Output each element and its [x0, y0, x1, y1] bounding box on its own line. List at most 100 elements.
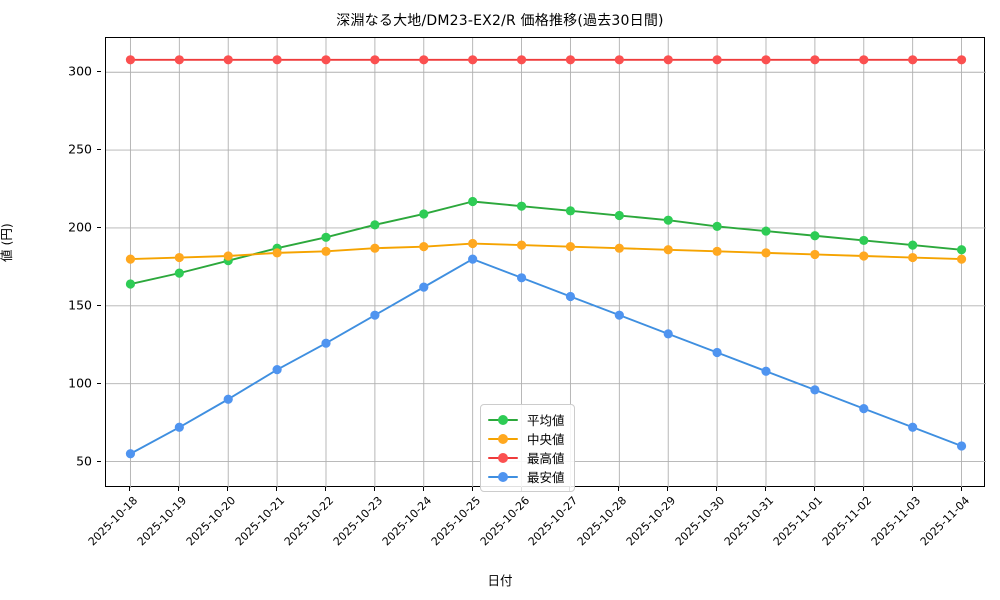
x-tick-mark: [862, 487, 864, 491]
data-point: [565, 206, 576, 216]
x-tick-mark: [960, 487, 962, 491]
legend-label: 最高値: [527, 451, 565, 466]
data-point: [810, 231, 820, 241]
data-point: [565, 55, 576, 65]
data-point: [468, 196, 478, 207]
legend-swatch-icon: [488, 414, 518, 426]
legend-swatch-icon: [488, 433, 518, 445]
series-4: [125, 254, 967, 459]
y-tick-mark: [97, 382, 101, 384]
legend-label: 最安値: [527, 470, 565, 485]
data-point: [125, 279, 136, 289]
x-tick-mark: [716, 487, 718, 491]
data-point: [810, 55, 820, 65]
y-tick-label: 150: [68, 297, 92, 313]
data-point: [272, 365, 282, 375]
data-point: [859, 55, 869, 65]
data-point: [956, 245, 967, 255]
data-point: [761, 366, 771, 376]
y-tick-label: 50: [76, 453, 92, 469]
data-point: [468, 254, 478, 264]
data-point: [761, 226, 771, 236]
data-point: [321, 246, 331, 256]
data-point: [272, 55, 282, 65]
x-tick-mark: [813, 487, 815, 491]
x-tick-mark: [667, 487, 669, 491]
legend-item-3[interactable]: 最高値: [488, 448, 565, 467]
data-point: [908, 422, 918, 432]
data-point: [908, 55, 918, 65]
y-tick-label: 200: [68, 219, 92, 235]
data-point: [859, 251, 869, 261]
data-point: [663, 329, 673, 339]
data-point: [516, 273, 527, 283]
data-point: [663, 55, 673, 65]
legend-label: 平均値: [527, 413, 565, 428]
y-tick-label: 100: [68, 375, 92, 391]
data-point: [956, 441, 967, 451]
chart-series-layer: [125, 55, 967, 459]
data-point: [516, 55, 527, 65]
data-point: [516, 240, 527, 250]
legend-item-2[interactable]: 中央値: [488, 429, 565, 448]
data-point: [321, 232, 331, 242]
data-point: [614, 55, 624, 65]
data-point: [468, 55, 478, 65]
chart-legend: 平均値中央値最高値最安値: [480, 404, 575, 492]
data-point: [223, 251, 233, 261]
legend-item-4[interactable]: 最安値: [488, 467, 565, 486]
x-tick-mark: [325, 487, 326, 491]
x-tick-mark: [373, 487, 375, 491]
data-point: [908, 240, 918, 250]
data-point: [272, 248, 282, 258]
legend-swatch-icon: [488, 452, 518, 464]
data-point: [565, 291, 576, 302]
data-point: [125, 55, 136, 65]
data-point: [223, 55, 233, 65]
series-1: [125, 196, 967, 289]
data-point: [712, 347, 722, 358]
data-point: [370, 55, 380, 65]
data-point: [614, 210, 624, 221]
data-point: [370, 220, 380, 230]
data-point: [174, 252, 184, 263]
data-point: [419, 55, 429, 65]
legend-item-1[interactable]: 平均値: [488, 410, 565, 429]
data-point: [614, 243, 624, 253]
y-tick-mark: [97, 226, 101, 228]
legend-label: 中央値: [527, 432, 565, 447]
data-point: [663, 215, 673, 225]
x-tick-mark: [178, 487, 180, 491]
data-point: [859, 403, 869, 414]
data-point: [956, 55, 967, 65]
data-point: [468, 238, 478, 249]
data-point: [663, 245, 673, 255]
x-tick-mark: [422, 487, 424, 491]
data-point: [419, 242, 429, 252]
data-point: [125, 449, 136, 459]
x-tick-mark: [227, 487, 229, 491]
y-tick-mark: [97, 71, 101, 73]
chart-title: 深淵なる大地/DM23-EX2/R 価格推移(過去30日間): [336, 13, 664, 29]
data-point: [956, 254, 967, 264]
data-point: [370, 243, 380, 253]
data-point: [223, 394, 233, 404]
data-point: [712, 221, 722, 232]
x-axis-label: 日付: [487, 573, 513, 588]
data-point: [908, 252, 918, 263]
legend-swatch-icon: [488, 471, 518, 483]
data-point: [419, 282, 429, 292]
data-point: [370, 310, 380, 320]
data-point: [761, 55, 771, 65]
x-tick-mark: [911, 487, 913, 491]
x-tick-mark: [765, 487, 766, 491]
data-point: [712, 246, 722, 256]
y-tick-mark: [97, 304, 101, 306]
data-point: [125, 254, 136, 264]
y-tick-label: 250: [68, 141, 92, 157]
data-point: [565, 242, 576, 252]
x-tick-mark: [129, 487, 131, 491]
y-tick-mark: [97, 460, 101, 462]
data-point: [516, 201, 527, 211]
